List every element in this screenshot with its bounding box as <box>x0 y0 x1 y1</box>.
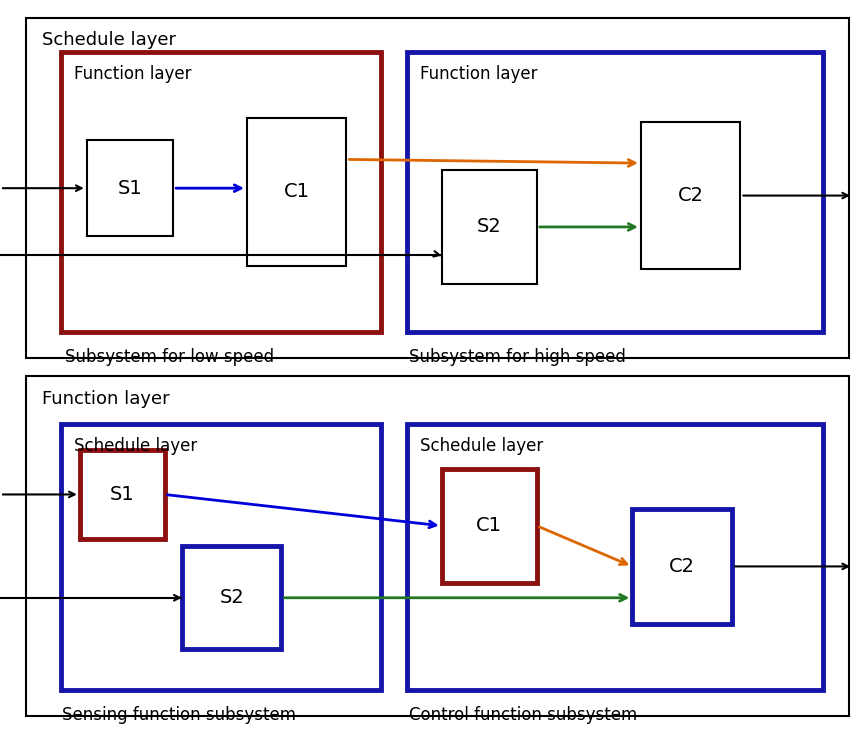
FancyBboxPatch shape <box>61 424 381 690</box>
FancyBboxPatch shape <box>26 376 849 716</box>
Text: C2: C2 <box>669 557 695 576</box>
Text: C1: C1 <box>476 517 502 535</box>
FancyBboxPatch shape <box>442 469 537 583</box>
Text: Subsystem for high speed: Subsystem for high speed <box>409 348 625 366</box>
Text: Function layer: Function layer <box>42 390 169 407</box>
FancyBboxPatch shape <box>442 170 537 284</box>
FancyBboxPatch shape <box>407 52 823 332</box>
FancyBboxPatch shape <box>407 424 823 690</box>
FancyBboxPatch shape <box>26 18 849 358</box>
FancyBboxPatch shape <box>632 509 732 624</box>
Text: S2: S2 <box>219 588 244 607</box>
Text: S2: S2 <box>477 218 501 236</box>
FancyBboxPatch shape <box>61 52 381 332</box>
Text: C1: C1 <box>283 182 310 201</box>
Text: Function layer: Function layer <box>420 65 538 83</box>
FancyBboxPatch shape <box>87 140 173 236</box>
Text: Control function subsystem: Control function subsystem <box>409 706 637 724</box>
FancyBboxPatch shape <box>182 546 281 649</box>
Text: C2: C2 <box>677 186 704 205</box>
FancyBboxPatch shape <box>80 450 165 539</box>
Text: Schedule layer: Schedule layer <box>74 437 197 455</box>
FancyBboxPatch shape <box>247 118 346 266</box>
Text: Sensing function subsystem: Sensing function subsystem <box>62 706 296 724</box>
Text: S1: S1 <box>118 179 142 198</box>
Text: Schedule layer: Schedule layer <box>420 437 543 455</box>
Text: Function layer: Function layer <box>74 65 191 83</box>
Text: Subsystem for low speed: Subsystem for low speed <box>65 348 274 366</box>
Text: Schedule layer: Schedule layer <box>42 31 176 49</box>
Text: S1: S1 <box>110 485 134 504</box>
FancyBboxPatch shape <box>641 122 740 269</box>
